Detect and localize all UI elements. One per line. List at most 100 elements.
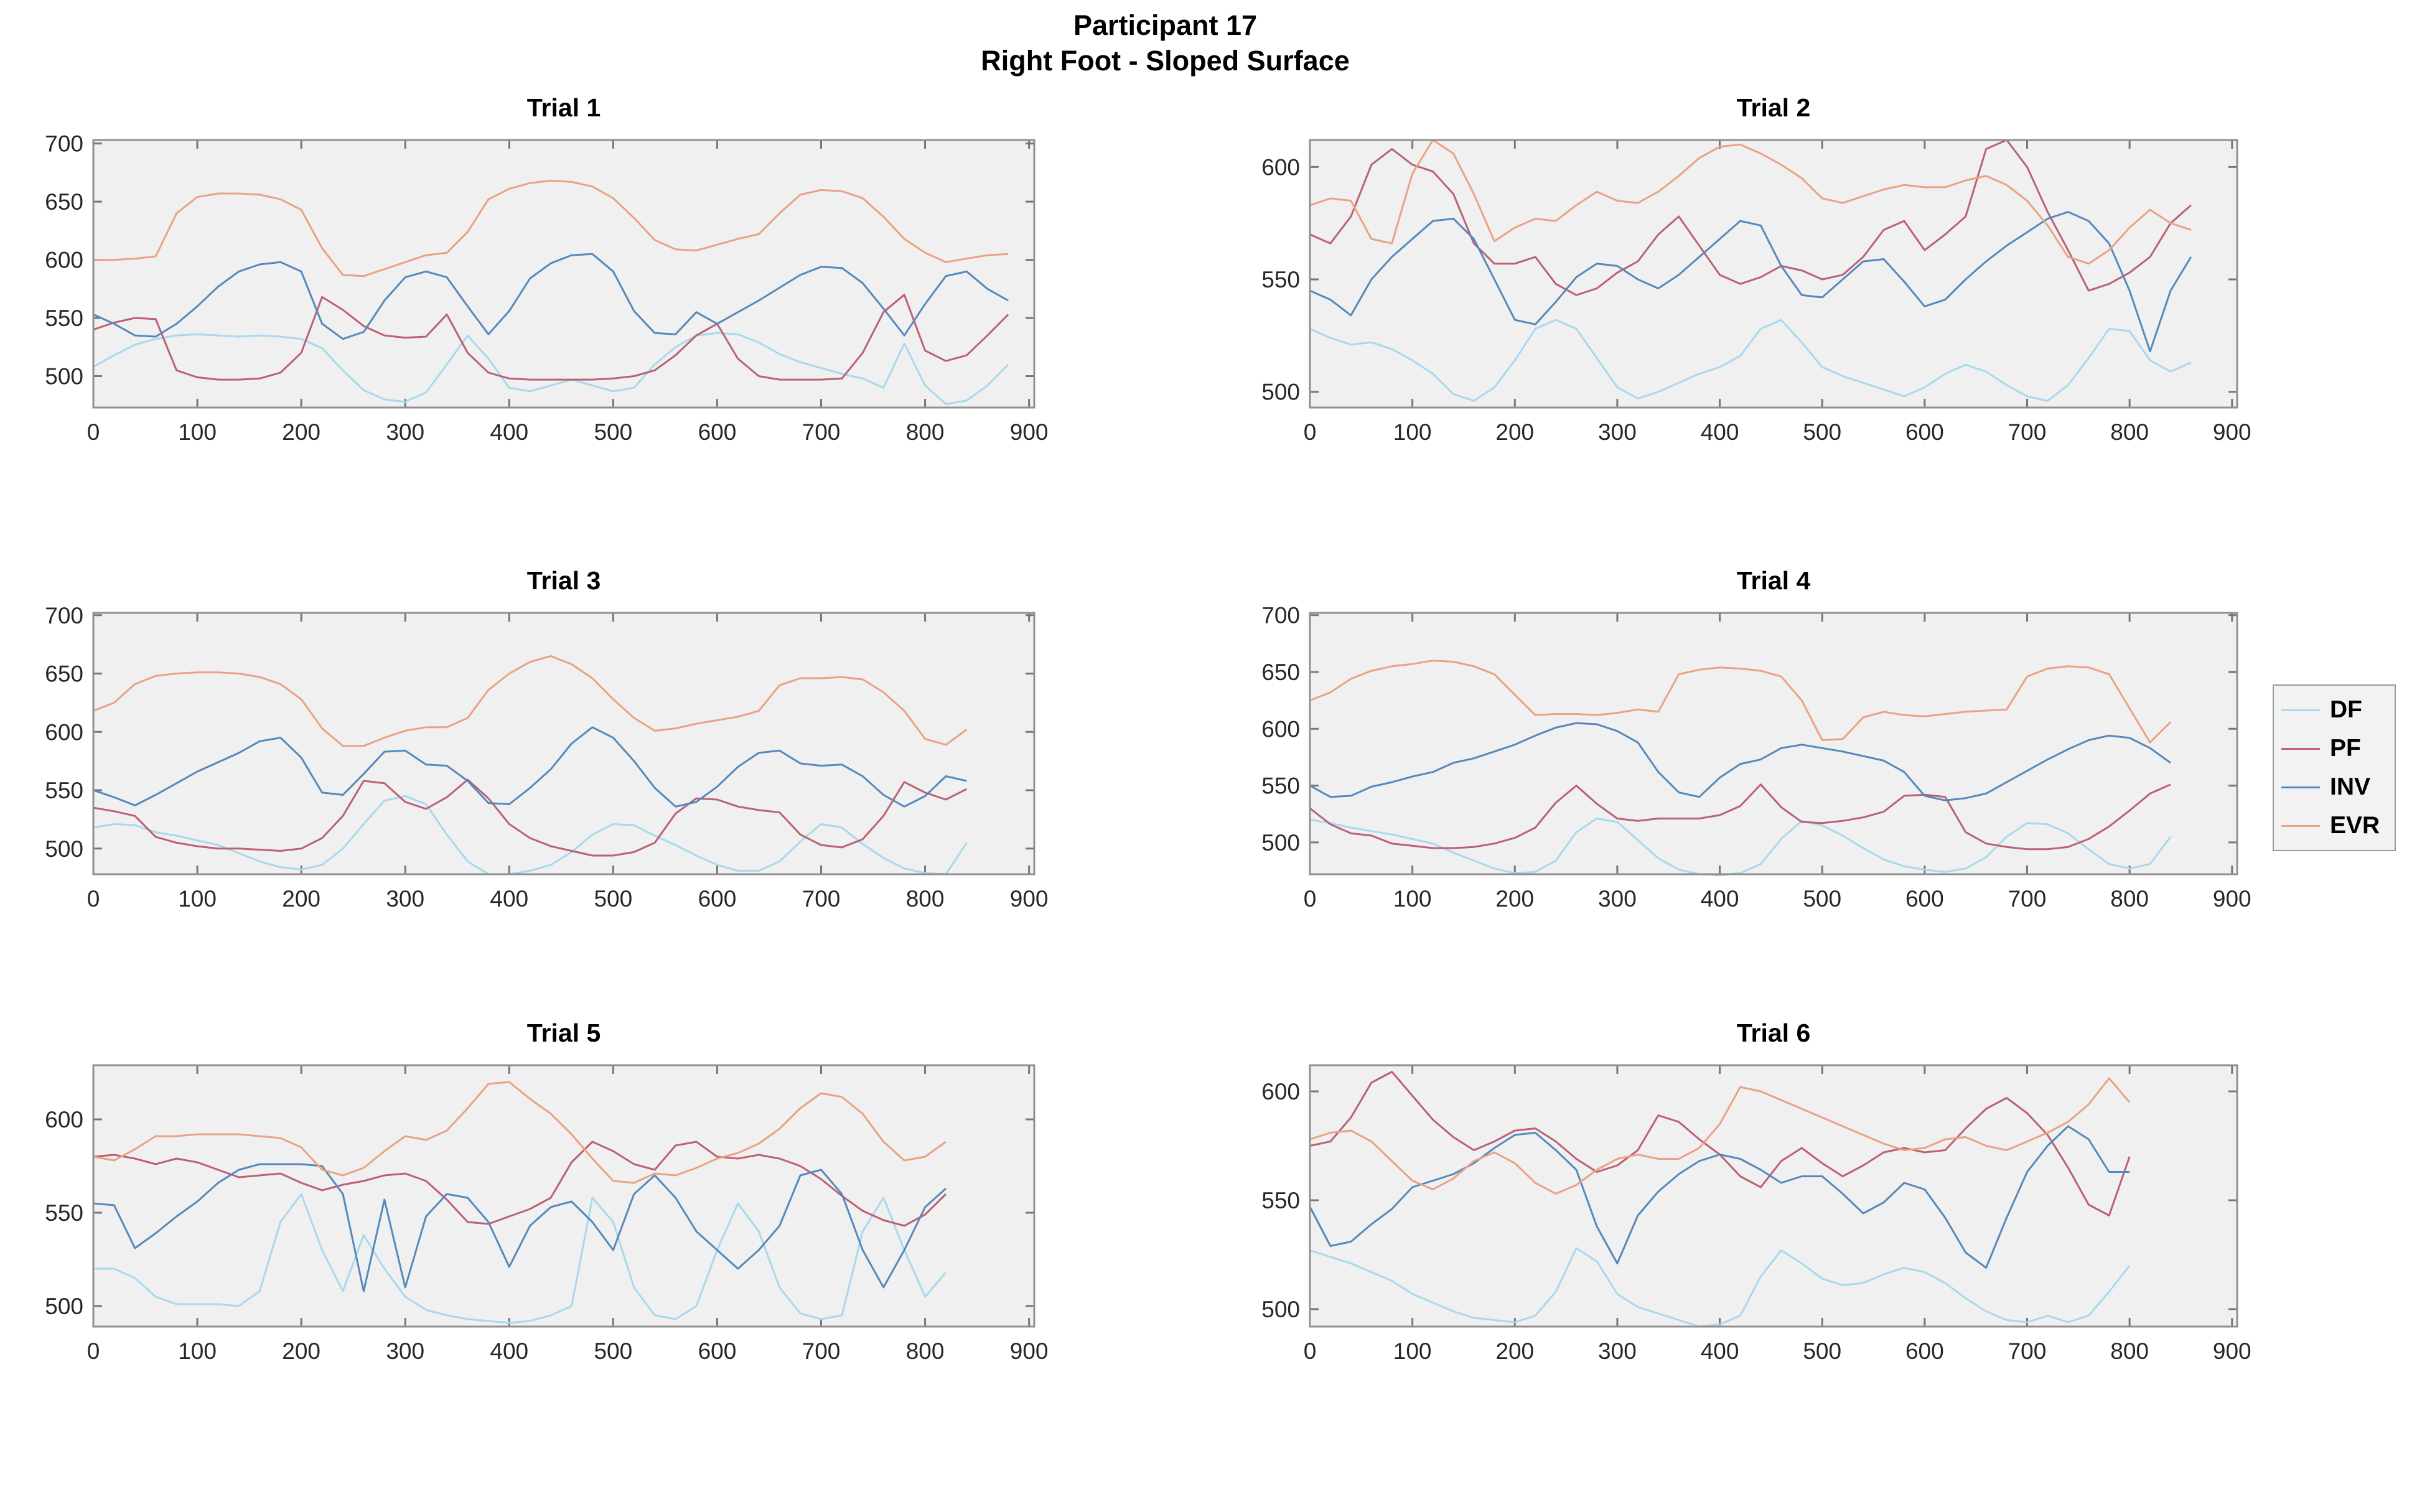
svg-text:300: 300 bbox=[386, 1338, 424, 1364]
series-df bbox=[1309, 319, 2192, 402]
svg-text:200: 200 bbox=[282, 419, 320, 445]
series-pf bbox=[1309, 139, 2192, 296]
svg-text:900: 900 bbox=[2213, 419, 2251, 445]
svg-text:100: 100 bbox=[178, 1338, 217, 1364]
trial-plot-svg: 0 100 200 300 400 500 600 700 800 900 500 550 600 bbox=[1261, 1064, 2251, 1364]
svg-text:600: 600 bbox=[45, 1107, 83, 1132]
series-evr bbox=[93, 1081, 947, 1184]
trial-title: Trial 6 bbox=[1736, 1019, 1811, 1047]
svg-text:550: 550 bbox=[45, 1200, 83, 1226]
svg-text:0: 0 bbox=[1304, 419, 1317, 445]
svg-text:600: 600 bbox=[45, 719, 83, 745]
svg-text:800: 800 bbox=[906, 886, 945, 912]
subplot-trial-4: Trial 4 0 100 200 300 400 500 600 700 800 900 500 5… bbox=[1238, 566, 2256, 924]
svg-text:300: 300 bbox=[1598, 419, 1637, 445]
svg-text:400: 400 bbox=[490, 1338, 528, 1364]
svg-text:400: 400 bbox=[1701, 886, 1739, 912]
legend: DF PF INV EVR bbox=[2273, 684, 2396, 851]
series-pf bbox=[93, 294, 1009, 381]
svg-text:800: 800 bbox=[906, 1338, 945, 1364]
svg-text:900: 900 bbox=[1010, 1338, 1049, 1364]
svg-text:650: 650 bbox=[45, 189, 83, 215]
svg-text:200: 200 bbox=[282, 886, 320, 912]
svg-text:500: 500 bbox=[594, 886, 632, 912]
subplot-trial-6: Trial 6 0 100 200 300 400 500 600 700 800 900 500 5… bbox=[1238, 1019, 2256, 1376]
svg-text:900: 900 bbox=[2213, 1338, 2251, 1364]
legend-label: DF bbox=[2330, 696, 2362, 723]
svg-text:300: 300 bbox=[386, 419, 424, 445]
svg-text:200: 200 bbox=[282, 1338, 320, 1364]
svg-text:700: 700 bbox=[2008, 419, 2047, 445]
svg-text:400: 400 bbox=[1701, 1338, 1739, 1364]
svg-text:500: 500 bbox=[1803, 1338, 1841, 1364]
svg-text:700: 700 bbox=[45, 604, 83, 628]
evr-line-sample bbox=[2281, 824, 2320, 827]
series-df bbox=[93, 795, 968, 875]
trial-plot-svg: 0 100 200 300 400 500 600 700 800 900 500 550 600 bbox=[45, 1064, 1049, 1364]
svg-text:800: 800 bbox=[2110, 886, 2149, 912]
svg-text:600: 600 bbox=[1905, 419, 1944, 445]
legend-item-pf: PF bbox=[2281, 731, 2395, 766]
svg-text:500: 500 bbox=[1261, 830, 1300, 856]
subplot-trial-5: Trial 5 0 100 200 300 400 500 600 700 800 900 500 5… bbox=[22, 1019, 1053, 1376]
pf-line-sample bbox=[2281, 747, 2320, 750]
subplot-trial-3: Trial 3 0 100 200 300 400 500 600 700 800 900 500 5… bbox=[22, 566, 1053, 924]
subplot-trial-1: Trial 1 0 100 200 300 400 500 600 700 800 900 500 5… bbox=[22, 93, 1053, 457]
series-df bbox=[1309, 818, 2172, 877]
svg-text:500: 500 bbox=[1803, 886, 1841, 912]
legend-item-evr: EVR bbox=[2281, 808, 2395, 843]
svg-text:200: 200 bbox=[1495, 886, 1534, 912]
svg-text:300: 300 bbox=[1598, 886, 1637, 912]
series-evr bbox=[93, 655, 968, 747]
svg-text:700: 700 bbox=[802, 1338, 841, 1364]
svg-text:300: 300 bbox=[1598, 1338, 1637, 1364]
trial-plot-svg: 0 100 200 300 400 500 600 700 800 900 500 550 600 650… bbox=[45, 131, 1049, 445]
svg-text:0: 0 bbox=[87, 1338, 100, 1364]
series-pf bbox=[93, 778, 968, 857]
svg-text:700: 700 bbox=[45, 131, 83, 157]
svg-text:500: 500 bbox=[1261, 1297, 1300, 1322]
svg-text:500: 500 bbox=[45, 364, 83, 390]
series-evr bbox=[1309, 139, 2192, 265]
series-evr bbox=[1309, 1077, 2131, 1195]
svg-text:800: 800 bbox=[2110, 419, 2149, 445]
legend-label: PF bbox=[2330, 735, 2361, 762]
svg-text:900: 900 bbox=[1010, 419, 1049, 445]
svg-text:100: 100 bbox=[1393, 886, 1432, 912]
figure-title-line1: Participant 17 bbox=[1073, 9, 1258, 41]
df-line-sample bbox=[2281, 709, 2320, 711]
svg-text:0: 0 bbox=[1304, 1338, 1317, 1364]
subplot-trial-2: Trial 2 0 100 200 300 400 500 600 700 800 900 500 5… bbox=[1238, 93, 2256, 457]
series-inv bbox=[93, 253, 1009, 340]
svg-text:700: 700 bbox=[1261, 604, 1300, 628]
svg-text:600: 600 bbox=[1261, 154, 1300, 180]
svg-text:300: 300 bbox=[386, 886, 424, 912]
svg-text:600: 600 bbox=[698, 886, 737, 912]
svg-text:550: 550 bbox=[45, 306, 83, 331]
svg-text:200: 200 bbox=[1495, 1338, 1534, 1364]
legend-item-inv: INV bbox=[2281, 770, 2395, 805]
svg-text:100: 100 bbox=[178, 886, 217, 912]
series-evr bbox=[1309, 660, 2172, 744]
svg-text:550: 550 bbox=[1261, 773, 1300, 799]
svg-text:700: 700 bbox=[2008, 1338, 2047, 1364]
series-inv bbox=[1309, 722, 2171, 801]
svg-text:500: 500 bbox=[45, 1294, 83, 1319]
svg-text:600: 600 bbox=[1261, 1079, 1300, 1104]
svg-text:100: 100 bbox=[1393, 419, 1432, 445]
svg-text:600: 600 bbox=[698, 419, 737, 445]
series-inv bbox=[1309, 1125, 2130, 1269]
svg-text:900: 900 bbox=[2213, 886, 2251, 912]
trial-plot-svg: 0 100 200 300 400 500 600 700 800 900 500 550 600 bbox=[1261, 139, 2251, 445]
svg-text:600: 600 bbox=[698, 1338, 737, 1364]
svg-text:700: 700 bbox=[2008, 886, 2047, 912]
series-df bbox=[93, 1193, 947, 1324]
series-df bbox=[1309, 1247, 2131, 1328]
svg-text:400: 400 bbox=[490, 419, 528, 445]
trial-plot-svg: 0 100 200 300 400 500 600 700 800 900 500 550 600 650… bbox=[1261, 604, 2251, 912]
trial-title: Trial 2 bbox=[1736, 93, 1811, 122]
svg-text:650: 650 bbox=[45, 661, 83, 687]
trial-title: Trial 1 bbox=[526, 93, 601, 122]
legend-label: INV bbox=[2330, 773, 2371, 800]
svg-text:550: 550 bbox=[45, 778, 83, 803]
